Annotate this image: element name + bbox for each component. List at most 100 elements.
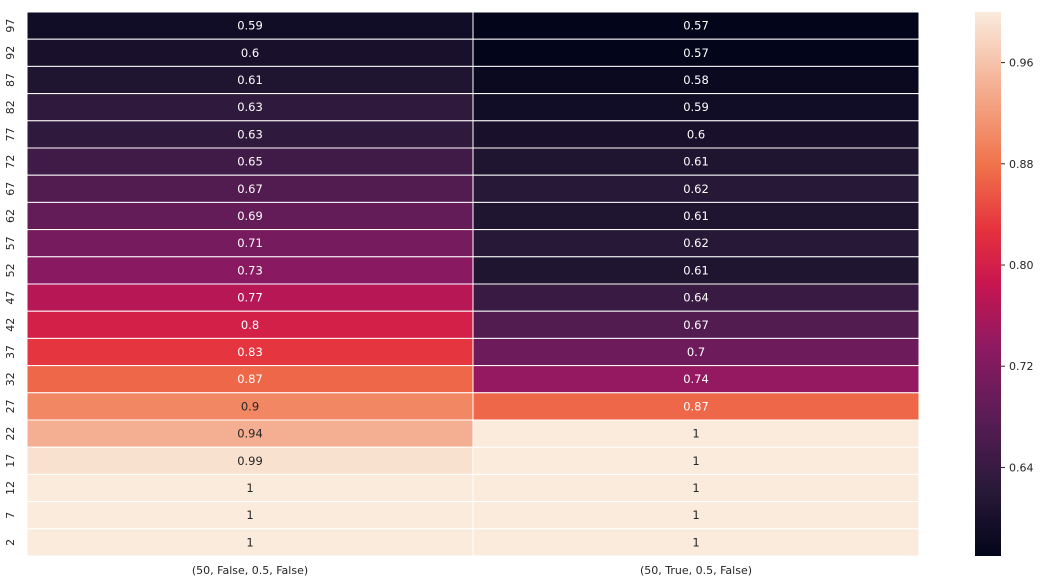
cell-value-label: 1 [692,535,699,549]
row-tick-label: 97 [4,19,17,33]
heatmap-cell [472,65,920,95]
cell-value-label: 1 [692,427,699,441]
heatmap-cell [26,392,474,421]
cell-value-label: 0.7 [687,345,705,359]
cell-value-label: 0.61 [237,73,263,87]
cell-value-label: 0.63 [237,127,263,141]
heatmap-cell [26,419,474,448]
cell-value-label: 0.61 [683,155,709,169]
colorbar-tick-label: 0.96 [1009,57,1034,70]
row-tick-label: 22 [4,427,17,441]
heatmap-cell [472,528,920,557]
heatmap-cell [472,229,920,258]
cell-value-label: 0.99 [237,454,263,468]
cell-value-label: 0.57 [683,46,709,60]
row-tick-label: 77 [4,127,17,141]
cell-value-label: 0.59 [683,100,709,114]
heatmap-cell [472,256,920,285]
heatmap-cell [26,38,474,67]
colorbar-ticks: 0.64 0.72 0.80 0.88 0.96 [1001,57,1034,474]
cell-value-label: 1 [246,481,253,495]
heatmap-cell [472,11,920,40]
heatmap-cell [26,310,474,339]
cell-value-label: 0.62 [683,182,709,196]
cell-value-label: 0.61 [683,209,709,223]
heatmap-cell [472,201,920,231]
row-tick-label: 17 [4,454,17,468]
heatmap-cell [472,283,920,312]
colorbar-tick-label: 0.64 [1009,461,1034,474]
row-tick-label: 82 [4,100,17,114]
cell-value-label: 0.8 [241,318,259,332]
row-tick-label: 87 [4,73,17,87]
heatmap-cell [26,365,474,394]
row-tick-label: 92 [4,46,17,60]
heatmap-cell [26,229,474,258]
colorbar-tick-label: 0.72 [1009,360,1034,373]
colorbar-tick-label: 0.80 [1009,259,1034,272]
heatmap-cell [472,93,920,122]
cell-value-label: 0.58 [683,73,709,87]
cell-value-label: 1 [692,454,699,468]
heatmap-cell [26,256,474,285]
row-tick-label: 57 [4,236,17,250]
heatmap-cell [472,365,920,394]
colorbar [975,12,1001,556]
cell-value-label: 0.9 [241,399,259,413]
colorbar-tick-label: 0.88 [1009,158,1034,171]
heatmap-cell [472,337,920,367]
cell-value-label: 0.65 [237,155,263,169]
row-tick-label: 47 [4,291,17,305]
cell-value-label: 0.87 [237,372,263,386]
cell-value-label: 0.63 [237,100,263,114]
heatmap-cell [26,501,474,530]
cell-value-label: 0.83 [237,345,263,359]
heatmap-cell [26,283,474,312]
cell-value-label: 0.6 [241,46,259,60]
cell-value-label: 0.71 [237,236,263,250]
row-tick-label: 12 [4,481,17,495]
cell-value-label: 0.67 [237,182,263,196]
cell-value-label: 1 [246,535,253,549]
cell-value-label: 0.62 [683,236,709,250]
column-tick-labels: (50, False, 0.5, False) (50, True, 0.5, F… [192,564,752,577]
heatmap-cell [472,392,920,421]
cell-value-label: 0.73 [237,263,263,277]
row-tick-label: 7 [4,512,17,519]
cell-value-label: 1 [246,508,253,522]
row-tick-label: 37 [4,345,17,359]
heatmap-cell [472,473,920,503]
heatmap-cells: 0.59 0.57 0.6 0.57 0.61 0.58 0.63 0.59 0.63 0.6 0.… [26,11,920,557]
heatmap-cell [26,337,474,367]
heatmap-cell [472,120,920,149]
cell-value-label: 1 [692,481,699,495]
cell-value-label: 1 [692,508,699,522]
cell-value-label: 0.61 [683,263,709,277]
row-tick-label: 62 [4,209,17,223]
row-tick-label: 27 [4,399,17,413]
column-tick-label: (50, False, 0.5, False) [192,564,308,577]
cell-value-label: 0.74 [683,372,709,386]
cell-value-label: 0.87 [683,399,709,413]
heatmap-cell [472,174,920,203]
cell-value-label: 0.6 [687,127,705,141]
heatmap-cell [472,147,920,176]
row-tick-label: 72 [4,155,17,169]
cell-value-label: 0.59 [237,19,263,33]
cell-value-label: 0.94 [237,427,263,441]
cell-value-label: 0.77 [237,291,263,305]
heatmap-cell [472,310,920,339]
column-tick-label: (50, True, 0.5, False) [640,564,752,577]
row-tick-label: 67 [4,182,17,196]
heatmap-cell [26,528,474,557]
heatmap-cell [472,38,920,67]
row-tick-label: 52 [4,263,17,277]
heatmap-cell [26,11,474,40]
cell-value-label: 0.69 [237,209,263,223]
cell-value-label: 0.67 [683,318,709,332]
row-tick-label: 2 [4,539,17,546]
cell-value-label: 0.57 [683,19,709,33]
row-tick-label: 32 [4,372,17,386]
